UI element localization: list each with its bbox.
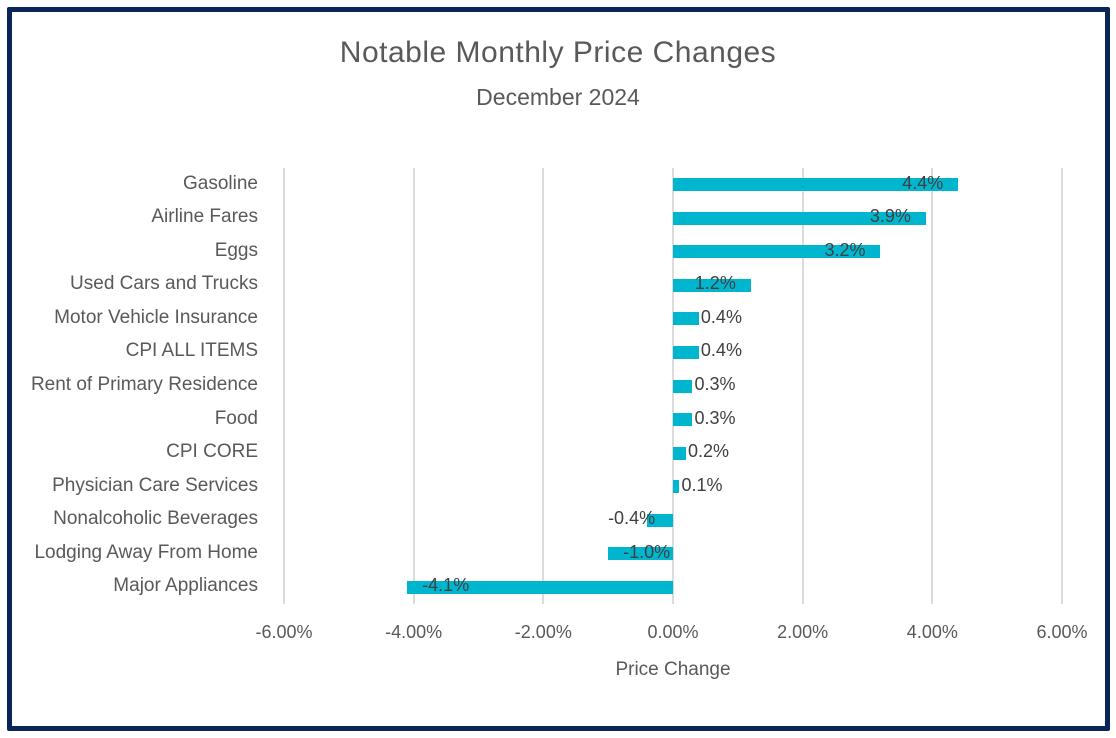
bar	[407, 580, 673, 594]
category-label: CPI ALL ITEMS	[125, 340, 258, 362]
gridline	[801, 168, 804, 604]
bar	[608, 547, 673, 561]
chart-subtitle: December 2024	[476, 84, 640, 110]
bar	[673, 413, 693, 427]
bar	[673, 345, 699, 359]
x-tick-label: 6.00%	[1036, 622, 1088, 642]
x-tick-label: 2.00%	[777, 622, 829, 642]
bar	[673, 278, 751, 292]
x-tick-label: 4.00%	[906, 622, 958, 642]
chart-title: Notable Monthly Price Changes	[339, 36, 777, 69]
x-tick-label: -2.00%	[514, 622, 572, 642]
data-label: 3.2%	[824, 239, 866, 260]
category-label: Eggs	[214, 239, 258, 261]
category-label: Airline Fares	[151, 206, 258, 228]
category-label: Used Cars and Trucks	[70, 273, 258, 295]
x-axis-title: Price Change	[615, 659, 731, 680]
data-label: -4.1%	[422, 575, 470, 596]
data-label: 0.4%	[700, 340, 742, 361]
data-label: 4.4%	[902, 172, 944, 193]
bar	[673, 446, 686, 460]
bar	[673, 480, 680, 494]
category-label: Motor Vehicle Insurance	[54, 306, 258, 328]
data-label: 3.9%	[869, 206, 911, 227]
data-label: 0.3%	[694, 407, 736, 428]
category-label: Food	[214, 407, 258, 429]
bar	[673, 178, 959, 192]
x-tick-label: -6.00%	[255, 622, 313, 642]
gridline	[1061, 168, 1063, 604]
category-label: Lodging Away From Home	[34, 541, 258, 563]
x-tick-label: -4.00%	[385, 622, 443, 642]
gridline	[412, 168, 415, 604]
category-label: Physician Care Services	[52, 474, 258, 496]
category-label: Rent of Primary Residence	[30, 374, 258, 395]
gridline	[283, 168, 285, 604]
x-tick-label: 0.00%	[647, 622, 699, 642]
category-label: Nonalcoholic Beverages	[53, 508, 258, 530]
data-label: 1.2%	[694, 273, 736, 294]
category-label: CPI CORE	[166, 441, 258, 463]
bar	[673, 245, 881, 259]
data-label: 0.3%	[694, 374, 736, 394]
data-label: -1.0%	[623, 541, 671, 562]
bar	[673, 379, 693, 393]
bar	[647, 513, 673, 527]
category-label: Gasoline	[183, 172, 258, 194]
bar	[673, 312, 699, 326]
data-label: 0.1%	[681, 474, 723, 495]
category-label: Major Appliances	[113, 575, 258, 597]
data-label: 0.2%	[687, 441, 729, 462]
data-label: 0.4%	[700, 306, 742, 327]
gridline	[542, 168, 545, 604]
bar	[673, 211, 926, 225]
data-label: -0.4%	[608, 508, 656, 529]
gridline	[931, 168, 934, 604]
